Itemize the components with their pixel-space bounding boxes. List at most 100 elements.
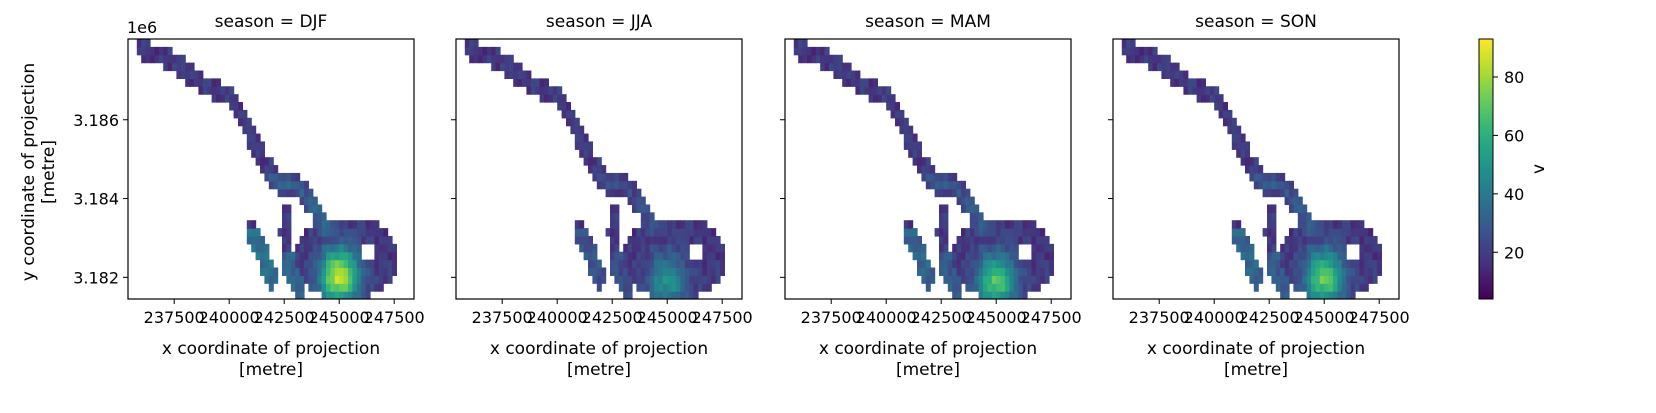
heatmap-cell	[636, 196, 642, 206]
heatmap-cell	[965, 204, 971, 213]
velocity-field-djf	[136, 39, 397, 299]
heatmap-cell	[921, 251, 927, 261]
heatmap-cell	[1324, 259, 1330, 269]
heatmap-cell	[1306, 220, 1312, 229]
heatmap-cell	[1350, 267, 1356, 276]
heatmap-cell	[295, 251, 301, 261]
heatmap-cell	[473, 46, 479, 56]
heatmap-cell	[943, 172, 949, 182]
heatmap-cell	[1328, 228, 1334, 237]
heatmap-cell	[1355, 220, 1360, 229]
heatmap-cell	[343, 235, 349, 245]
heatmap-cell	[706, 259, 712, 269]
heatmap-cell	[903, 235, 909, 245]
heatmap-cell	[1009, 243, 1015, 253]
heatmap-cell	[1018, 220, 1024, 229]
heatmap-cell	[326, 243, 331, 253]
heatmap-cell	[636, 235, 642, 245]
heatmap-cell	[1040, 228, 1046, 237]
heatmap-cell	[508, 70, 514, 79]
heatmap-cell	[978, 259, 984, 269]
heatmap-cell	[943, 251, 949, 261]
heatmap-cell	[645, 212, 651, 221]
heatmap-cell	[1245, 165, 1250, 174]
x-tick-label: 247500	[1349, 308, 1410, 327]
heatmap-cell	[671, 291, 677, 299]
heatmap-cell	[339, 220, 345, 229]
heatmap-cell	[1306, 212, 1312, 221]
heatmap-cell	[334, 251, 340, 261]
heatmap-cell	[1022, 283, 1028, 292]
heatmap-cell	[378, 235, 384, 245]
heatmap-cell	[939, 251, 944, 261]
heatmap-cell	[339, 275, 345, 284]
heatmap-cell	[1324, 251, 1330, 261]
heatmap-cell	[1275, 251, 1281, 261]
heatmap-cell	[1258, 172, 1264, 182]
y-tick-label: 3.182	[73, 268, 119, 287]
heatmap-cell	[304, 235, 309, 245]
heatmap-cell	[640, 267, 646, 276]
heatmap-cell	[370, 259, 375, 269]
heatmap-cell	[1174, 78, 1180, 87]
heatmap-cell	[908, 125, 914, 135]
heatmap-cell	[1044, 243, 1050, 253]
heatmap-cell	[636, 259, 642, 269]
heatmap-cell	[689, 291, 695, 299]
heatmap-cell	[1315, 291, 1321, 299]
heatmap-cell	[557, 86, 563, 95]
heatmap-cell	[1359, 251, 1365, 261]
heatmap-cell	[1337, 251, 1343, 261]
heatmap-cell	[1231, 235, 1237, 245]
heatmap-cell	[1355, 259, 1360, 269]
heatmap-cell	[623, 180, 629, 190]
heatmap-cell	[286, 251, 292, 261]
heatmap-cell	[917, 165, 922, 174]
heatmap-cell	[939, 220, 944, 229]
heatmap-cell	[1302, 220, 1308, 229]
y-axis-label: y coordinate of projection [metre]	[19, 63, 59, 281]
heatmap-cell	[649, 212, 655, 221]
heatmap-cell	[1350, 259, 1356, 269]
heatmap-cell	[1368, 275, 1374, 284]
heatmap-cell	[136, 46, 142, 56]
heatmap-cell	[273, 275, 279, 284]
heatmap-cell	[1315, 235, 1321, 245]
heatmap-cell	[961, 180, 966, 190]
heatmap-cell	[255, 133, 261, 143]
heatmap-cell	[317, 275, 323, 284]
heatmap-cell	[172, 62, 177, 72]
heatmap-cell	[1174, 70, 1180, 79]
heatmap-cell	[158, 54, 164, 64]
heatmap-cell	[956, 180, 962, 190]
heatmap-cell	[610, 220, 615, 229]
heatmap-cell	[1013, 228, 1019, 237]
heatmap-cell	[1126, 46, 1132, 56]
heatmap-cell	[1368, 259, 1374, 269]
heatmap-cell	[684, 220, 690, 229]
heatmap-cell	[645, 283, 651, 292]
heatmap-cell	[1044, 259, 1050, 269]
heatmap-cell	[1350, 220, 1356, 229]
heatmap-cell	[917, 157, 922, 166]
heatmap-cell	[1271, 275, 1277, 284]
heatmap-cell	[260, 157, 265, 166]
heatmap-cell	[833, 70, 839, 79]
heatmap-cell	[220, 86, 226, 95]
heatmap-cell	[583, 251, 589, 261]
heatmap-cell	[378, 267, 384, 276]
heatmap-cell	[508, 62, 514, 72]
heatmap-cell	[1271, 204, 1277, 213]
heatmap-cell	[943, 228, 949, 237]
heatmap-cell	[711, 235, 717, 245]
heatmap-cell	[592, 275, 598, 284]
heatmap-cell	[1196, 86, 1202, 95]
heatmap-cell	[361, 275, 367, 284]
heatmap-cell	[996, 291, 1002, 299]
heatmap-cell	[202, 78, 208, 87]
heatmap-cell	[868, 78, 874, 87]
heatmap-cell	[1337, 228, 1343, 237]
heatmap-cell	[486, 46, 492, 56]
heatmap-cell	[176, 70, 182, 79]
heatmap-cell	[974, 212, 980, 221]
